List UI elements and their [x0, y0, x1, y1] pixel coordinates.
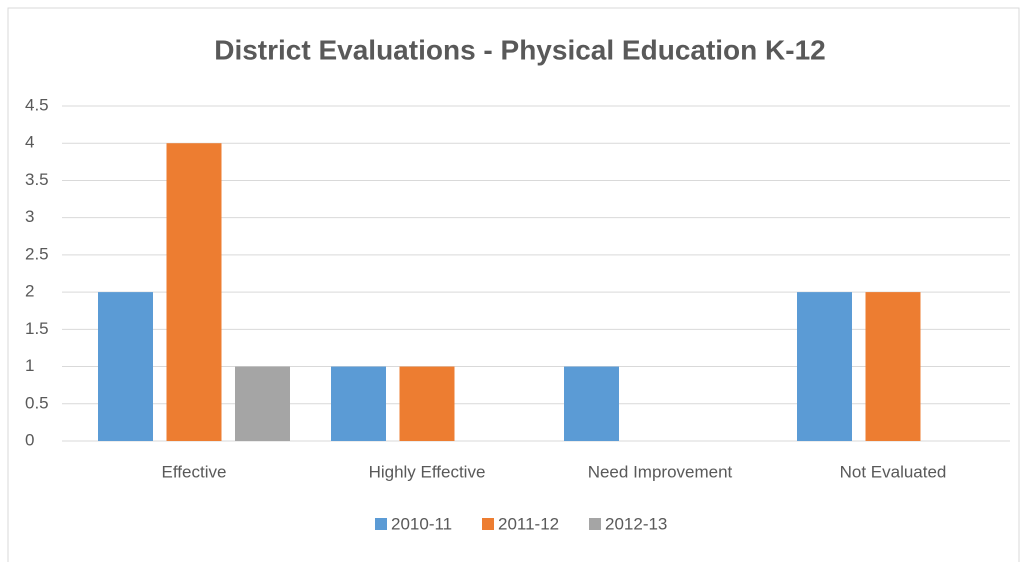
bar: [399, 366, 455, 441]
legend-swatch: [589, 518, 601, 530]
y-tick-label: 1.5: [25, 319, 49, 338]
y-tick-label: 4.5: [25, 95, 49, 114]
bar: [797, 292, 852, 441]
y-tick-label: 4: [25, 133, 34, 152]
bar: [331, 366, 386, 441]
bar: [98, 292, 153, 441]
x-tick-label: Need Improvement: [588, 462, 733, 481]
x-tick-label: Effective: [162, 462, 227, 481]
legend-swatch: [482, 518, 494, 530]
y-tick-label: 3.5: [25, 170, 49, 189]
bar: [564, 366, 619, 441]
legend-label: 2010-11: [391, 514, 452, 533]
legend-label: 2012-13: [605, 514, 667, 533]
bar: [865, 292, 921, 441]
legend-label: 2011-12: [498, 514, 559, 533]
bar: [235, 366, 290, 441]
x-tick-label: Not Evaluated: [840, 462, 947, 481]
chart-title: District Evaluations - Physical Educatio…: [214, 34, 826, 65]
y-tick-label: 2: [25, 282, 34, 301]
x-tick-label: Highly Effective: [369, 462, 486, 481]
bar: [166, 143, 222, 441]
chart-frame: [7, 7, 1020, 562]
y-tick-label: 0.5: [25, 393, 49, 412]
legend-swatch: [375, 518, 387, 530]
y-tick-label: 0: [25, 430, 34, 449]
y-tick-label: 1: [25, 356, 34, 375]
y-tick-label: 3: [25, 207, 34, 226]
y-tick-label: 2.5: [25, 244, 49, 263]
